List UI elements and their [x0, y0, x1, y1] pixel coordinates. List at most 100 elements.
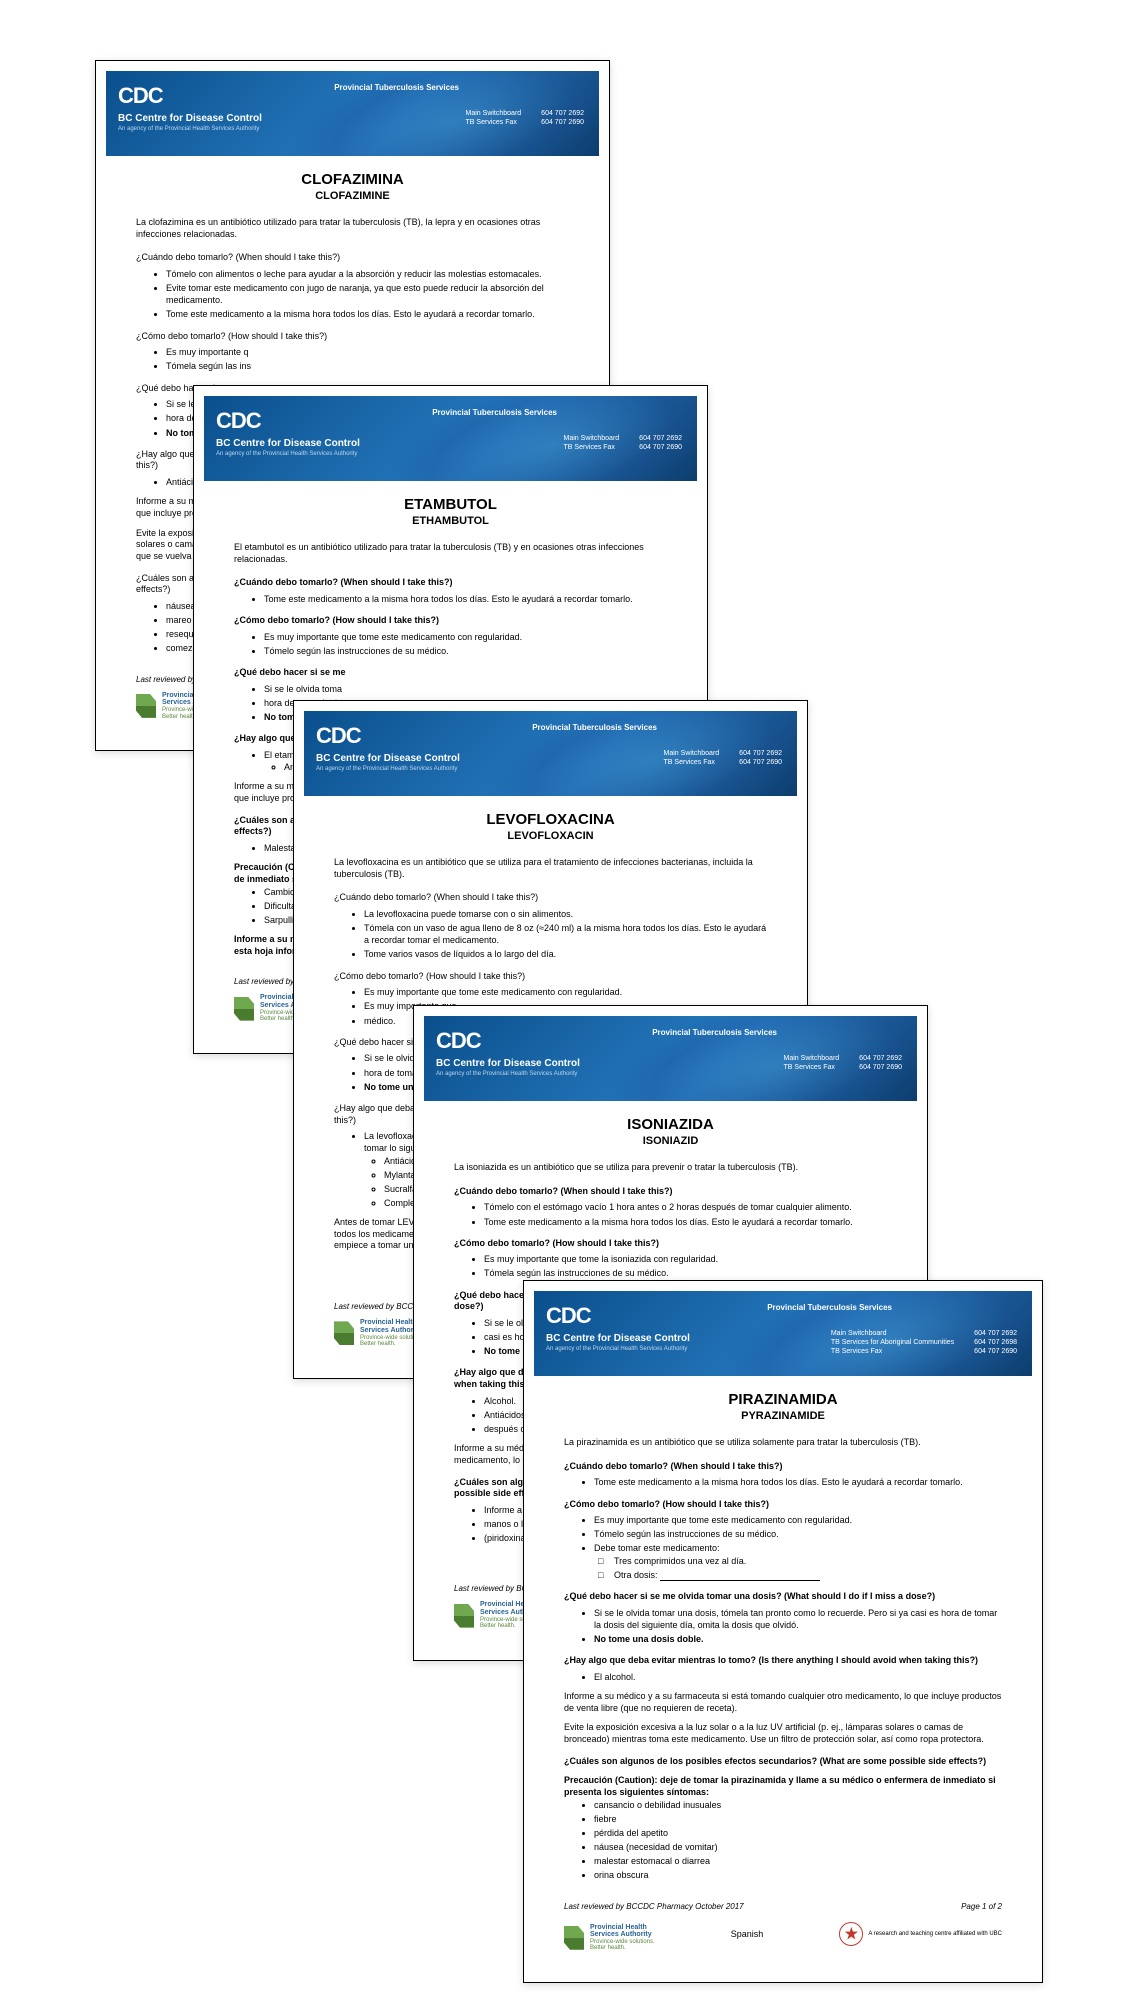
bccdc-logo: CDC [118, 83, 163, 109]
bccdc-logo: CDC [216, 408, 261, 434]
list-item: Tómelo según las instrucciones de su méd… [264, 645, 667, 657]
contact-phone: 604 707 2690 [639, 443, 682, 452]
question: ¿Qué debo hacer si se me olvida tomar un… [564, 1591, 1002, 1603]
list-item: malestar estomacal o diarrea [594, 1855, 1002, 1867]
question: ¿Cómo debo tomarlo? (How should I take t… [136, 331, 569, 343]
document-pirazinamida: CDC BC Centre for Disease Control An age… [523, 1280, 1043, 1983]
phsa-logo: Provincial HealthServices AuthorityProvi… [564, 1924, 655, 1953]
bccdc-logo: CDC [546, 1303, 591, 1329]
drug-title: ISONIAZIDA [454, 1116, 887, 1133]
contact-phone: 604 707 2692 [639, 434, 682, 443]
service-title: Provincial Tuberculosis Services [652, 1028, 777, 1037]
contact-label: Main Switchboard [784, 1054, 840, 1063]
question: ¿Qué debo hacer si se me [234, 667, 667, 679]
question: ¿Cómo debo tomarlo? (How should I take t… [564, 1499, 1002, 1511]
contact-label: TB Services Fax [664, 758, 715, 767]
org-tagline: An agency of the Provincial Health Servi… [546, 1346, 687, 1352]
header-contacts: Main Switchboard604 707 2692 TB Services… [831, 1329, 1017, 1356]
phsa-icon [234, 997, 254, 1021]
list-item: Debe tomar este medicamento: Tres compri… [594, 1542, 1002, 1580]
paragraph: Informe a su médico y a su farmaceuta si… [564, 1691, 1002, 1714]
list-item: fiebre [594, 1813, 1002, 1825]
doc-content: PIRAZINAMIDA PYRAZINAMIDE La pirazinamid… [534, 1391, 1032, 1962]
list-item: Si se le olvida tomar una dosis, tómela … [594, 1607, 1002, 1631]
doc-header: CDC BC Centre for Disease Control An age… [204, 396, 697, 481]
list-item: orina obscura [594, 1869, 1002, 1881]
org-name: BC Centre for Disease Control [118, 113, 262, 124]
contact-label: Main Switchboard [664, 749, 720, 758]
contact-phone: 604 707 2690 [541, 118, 584, 127]
org-tagline: An agency of the Provincial Health Servi… [118, 126, 259, 132]
org-name: BC Centre for Disease Control [546, 1333, 690, 1344]
list-item: cansancio o debilidad inusuales [594, 1799, 1002, 1811]
contact-label: Main Switchboard [466, 109, 522, 118]
drug-subtitle: CLOFAZIMINE [136, 190, 569, 202]
service-title: Provincial Tuberculosis Services [767, 1303, 892, 1312]
contact-phone: 604 707 2692 [541, 109, 584, 118]
contact-label: TB Services Fax [831, 1347, 882, 1356]
list-item: Es muy importante que tome este medicame… [364, 986, 767, 998]
list-item: Tómela según las instrucciones de su méd… [484, 1267, 887, 1279]
header-contacts: Main Switchboard604 707 2692 TB Services… [784, 1054, 902, 1072]
list-item: Si se le olvida toma [264, 683, 667, 695]
intro-text: La levofloxacina es un antibiótico que s… [334, 857, 767, 880]
question: ¿Cómo debo tomarlo? (How should I take t… [454, 1238, 887, 1250]
question: ¿Cuándo debo tomarlo? (When should I tak… [454, 1186, 887, 1198]
list-item: Tome este medicamento a la misma hora to… [264, 593, 667, 605]
bccdc-logo: CDC [436, 1028, 481, 1054]
blank-field[interactable] [660, 1580, 820, 1581]
contact-label: TB Services Fax [466, 118, 517, 127]
service-title: Provincial Tuberculosis Services [334, 83, 459, 92]
org-name: BC Centre for Disease Control [216, 438, 360, 449]
list-item: El alcohol. [594, 1671, 1002, 1683]
drug-subtitle: ISONIAZID [454, 1135, 887, 1147]
list-item: Tómela según las ins [166, 360, 569, 372]
question: ¿Cómo debo tomarlo? (How should I take t… [334, 971, 767, 983]
org-tagline: An agency of the Provincial Health Servi… [316, 766, 457, 772]
contact-phone: 604 707 2690 [859, 1063, 902, 1072]
header-contacts: Main Switchboard 604 707 2692 TB Services… [664, 749, 782, 767]
contact-phone: 604 707 2692 [739, 749, 782, 758]
phsa-icon [454, 1604, 474, 1628]
list-item: Tómelo con el estómago vacío 1 hora ante… [484, 1201, 887, 1213]
list-item: Tómelo según las instrucciones de su méd… [594, 1528, 1002, 1540]
list-item: Evite tomar este medicamento con jugo de… [166, 282, 569, 306]
list-item: Tómelo con alimentos o leche para ayudar… [166, 268, 569, 280]
bccdc-logo: CDC [316, 723, 361, 749]
intro-text: La clofazimina es un antibiótico utiliza… [136, 217, 569, 240]
intro-text: La isoniazida es un antibiótico que se u… [454, 1162, 887, 1174]
org-tagline: An agency of the Provincial Health Servi… [216, 451, 357, 457]
paragraph: Evite la exposición excesiva a la luz so… [564, 1722, 1002, 1745]
contact-label: Main Switchboard [564, 434, 620, 443]
phsa-icon [334, 1321, 354, 1345]
question: ¿Cuáles son algunos de los posibles efec… [564, 1756, 1002, 1768]
drug-title: CLOFAZIMINA [136, 171, 569, 188]
intro-text: La pirazinamida es un antibiótico que se… [564, 1437, 1002, 1449]
org-tagline: An agency of the Provincial Health Servi… [436, 1071, 577, 1077]
org-name: BC Centre for Disease Control [316, 753, 460, 764]
drug-subtitle: PYRAZINAMIDE [564, 1410, 1002, 1422]
drug-title: ETAMBUTOL [234, 496, 667, 513]
drug-title: PIRAZINAMIDA [564, 1391, 1002, 1408]
drug-subtitle: LEVOFLOXACIN [334, 830, 767, 842]
header-contacts: Main Switchboard604 707 2692 TB Services… [564, 434, 682, 452]
caution: Precaución (Caution): deje de tomar la p… [564, 1775, 1002, 1798]
list-item: Es muy importante que tome la isoniazida… [484, 1253, 887, 1265]
answer-list: Es muy importante q Tómela según las ins [166, 346, 569, 372]
service-title: Provincial Tuberculosis Services [432, 408, 557, 417]
list-item: Tómela con un vaso de agua lleno de 8 oz… [364, 922, 767, 946]
service-title: Provincial Tuberculosis Services [532, 723, 657, 732]
research-badge: A research and teaching centre affiliate… [839, 1922, 1002, 1946]
question: ¿Hay algo que deba evitar mientras lo to… [564, 1655, 1002, 1667]
phsa-icon [136, 694, 156, 718]
contact-phone: 604 707 2690 [974, 1347, 1017, 1356]
list-item: No tome una dosis doble. [594, 1633, 1002, 1645]
phsa-icon [564, 1926, 584, 1950]
doc-header: CDC BC Centre for Disease Control An age… [106, 71, 599, 156]
list-item: Tome este medicamento a la misma hora to… [594, 1476, 1002, 1488]
question: ¿Cuándo debo tomarlo? (When should I tak… [564, 1461, 1002, 1473]
contact-phone: 604 707 2692 [859, 1054, 902, 1063]
doc-header: CDC BC Centre for Disease Control An age… [304, 711, 797, 796]
contact-label: Main Switchboard [831, 1329, 887, 1338]
footer-review: Last reviewed by BCCDC Pharmacy October … [564, 1902, 1002, 1911]
